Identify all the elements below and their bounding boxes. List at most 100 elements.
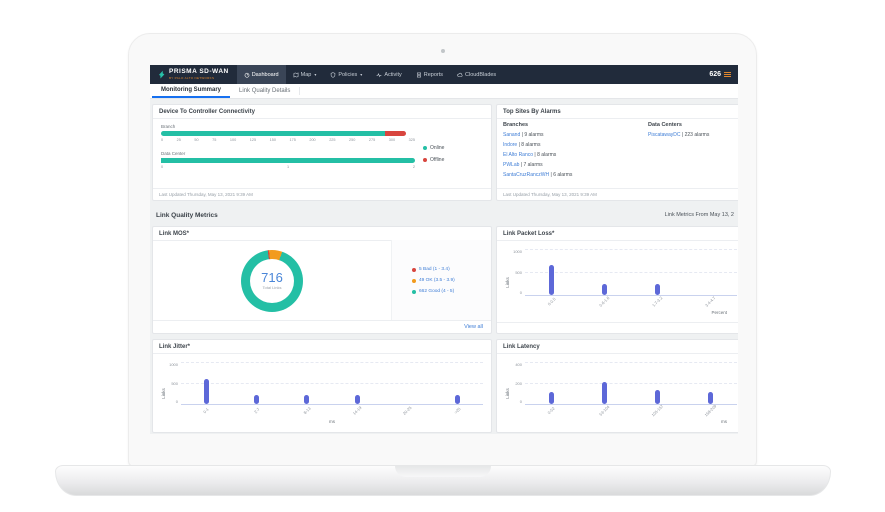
mos-body: 716 Total Links 5 Bad (1 - 3.4): [153, 240, 491, 321]
latency-chart: Links 400 200 0 0-5: [497, 353, 737, 432]
tab-monitoring-summary[interactable]: Monitoring Summary: [152, 84, 231, 98]
legend-item-bad[interactable]: 5 Bad (1 - 3.4): [412, 267, 491, 272]
axis-tick-label: 125: [249, 138, 257, 142]
laptop-camera-icon: [440, 49, 445, 53]
panel-footer: [497, 322, 738, 333]
bar-column: [282, 362, 332, 404]
axis-tick-label: 1: [286, 165, 290, 169]
shield-icon: [330, 71, 336, 78]
laptop-bezel: PRISMA SD-WAN BY PALO ALTO NETWORKS Dash…: [128, 33, 757, 467]
axis-tick-label: 53-104: [598, 404, 611, 417]
link-quality-metrics-header: Link Quality Metrics Link Metrics From M…: [152, 207, 738, 223]
branch-axis-ticks: 0 25 50 75 100 125 150 175 200 225 250 275 300 325: [161, 138, 415, 142]
panel-header: Device To Controller Connectivity: [153, 105, 491, 119]
legend-label: 662 Good (4 - 5): [419, 289, 455, 294]
panel-link-jitter: Link Jitter* Links 1000 500 0: [152, 339, 492, 433]
bad-legend-dot: [412, 267, 416, 272]
legend-item-good[interactable]: 662 Good (4 - 5): [412, 289, 491, 294]
legend-item-ok[interactable]: 49 OK (3.5 - 3.9): [412, 278, 491, 283]
panel-header: Link Jitter*: [153, 340, 491, 354]
bar: [602, 283, 607, 295]
site-alarm-count: | 8 alarms: [518, 142, 541, 148]
tab-link-quality-details[interactable]: Link Quality Details: [239, 88, 291, 94]
legend-item-offline[interactable]: Offline: [423, 157, 487, 163]
nav-item-activity[interactable]: Activity: [369, 65, 408, 84]
panel-top-sites-by-alarms: Top Sites By Alarms Branches Sanand | 9 …: [496, 104, 738, 201]
site-alarm-count: | 7 alarms: [520, 162, 543, 168]
x-tick-cell: 14-19: [332, 405, 382, 419]
bar-segment-offline: [385, 131, 406, 136]
datacenter-axis-ticks: 0 1 2: [161, 165, 415, 169]
chevron-down-icon: ▾: [314, 72, 317, 77]
bar-column: [433, 362, 483, 404]
panel-footer: View all: [153, 320, 491, 333]
bar-column: [525, 362, 578, 404]
site-alarm-count: | 223 alarms: [681, 132, 710, 138]
dashboard-icon: [244, 72, 250, 78]
bar: [455, 394, 461, 404]
x-axis-labels: 0-0.5 0.6-1.6 1.7-3.2 3.4-4.7: [525, 295, 737, 310]
nav-item-label: Policies: [338, 71, 358, 78]
site-link[interactable]: PiscatawayDC: [648, 132, 681, 138]
gridline: [525, 249, 737, 250]
site-link[interactable]: Sanand: [503, 132, 521, 138]
x-axis-title: Percent: [711, 310, 727, 315]
panel-header: Link MOS*: [153, 227, 491, 241]
legend-item-online[interactable]: Online: [423, 145, 487, 151]
axis-tick-label: 25: [176, 138, 181, 142]
site-row: PWLab | 7 alarms: [503, 162, 572, 168]
x-tick-cell: 20-25: [382, 405, 432, 419]
panel-title: Link Packet Loss*: [503, 230, 555, 237]
nav-item-label: Reports: [423, 71, 443, 78]
x-tick-cell: 3.4-4.7: [684, 295, 737, 310]
last-updated-text: Last Updated Thursday, May 13, 2021 9:39…: [497, 188, 738, 200]
nav-item-label: Map: [300, 71, 312, 78]
connectivity-legend: Online Offline: [423, 118, 491, 189]
site-link[interactable]: El Alto Ranco: [503, 152, 534, 158]
section-title: Link Quality Metrics: [156, 211, 218, 219]
nav-item-dashboard[interactable]: Dashboard: [236, 65, 286, 84]
branch-stacked-bar: [161, 131, 415, 136]
nav-item-policies[interactable]: Policies ▾: [323, 65, 369, 84]
axis-tick-label: 150: [269, 138, 276, 142]
site-link[interactable]: Indore: [503, 142, 518, 148]
panel-title: Top Sites By Alarms: [503, 108, 561, 115]
legend-label: 49 OK (3.5 - 3.9): [419, 278, 455, 283]
alarm-count-badge[interactable]: 626: [709, 71, 721, 78]
axis-tick-label: 0.6-1.6: [598, 295, 611, 308]
data-centers-column: Data Centers PiscatawayDC | 223 alarms: [648, 122, 709, 142]
gridline: [525, 272, 737, 273]
top-nav: PRISMA SD-WAN BY PALO ALTO NETWORKS Dash…: [150, 65, 738, 84]
site-link[interactable]: PWLab: [503, 162, 520, 168]
x-axis-title: ms: [721, 419, 727, 424]
panel-header: Link Packet Loss*: [497, 227, 738, 241]
panel-title: Link MOS*: [159, 230, 190, 237]
nav-item-reports[interactable]: Reports: [409, 65, 450, 84]
brand[interactable]: PRISMA SD-WAN BY PALO ALTO NETWORKS: [150, 65, 237, 84]
bar: [602, 381, 607, 404]
bar-column: [684, 249, 737, 295]
total-links-value: 716: [261, 270, 283, 285]
menu-hamburger-icon[interactable]: [724, 72, 731, 77]
panel-link-latency: Link Latency Links 400 200 0: [496, 339, 738, 433]
good-legend-dot: [412, 289, 416, 294]
x-tick-cell: 8-13: [282, 406, 332, 419]
site-row: Sanand | 9 alarms: [503, 132, 572, 138]
nav-item-label: Dashboard: [251, 71, 279, 78]
axis-tick-label: 3.4-4.7: [704, 295, 717, 308]
nav-item-map[interactable]: Map ▾: [286, 65, 324, 84]
bar: [203, 378, 209, 404]
axis-tick-label: 75: [212, 138, 217, 142]
bar: [655, 283, 660, 295]
site-row: SantaCruzRanczWH | 6 alarms: [503, 172, 572, 178]
bar-segment-online: [161, 158, 415, 163]
branches-column: Branches Sanand | 9 alarms Indore | 8 al…: [503, 122, 572, 182]
nav-item-cloudblades[interactable]: CloudBlades: [450, 65, 503, 84]
site-link[interactable]: SantaCruzRanczWH: [503, 172, 550, 178]
report-document-icon: [416, 72, 422, 78]
brand-title: PRISMA SD-WAN: [169, 68, 229, 76]
nav-right: 626: [702, 65, 738, 84]
offline-legend-dot: [423, 157, 427, 162]
view-all-link[interactable]: View all: [464, 324, 483, 330]
y-axis-title: Links: [504, 387, 510, 399]
